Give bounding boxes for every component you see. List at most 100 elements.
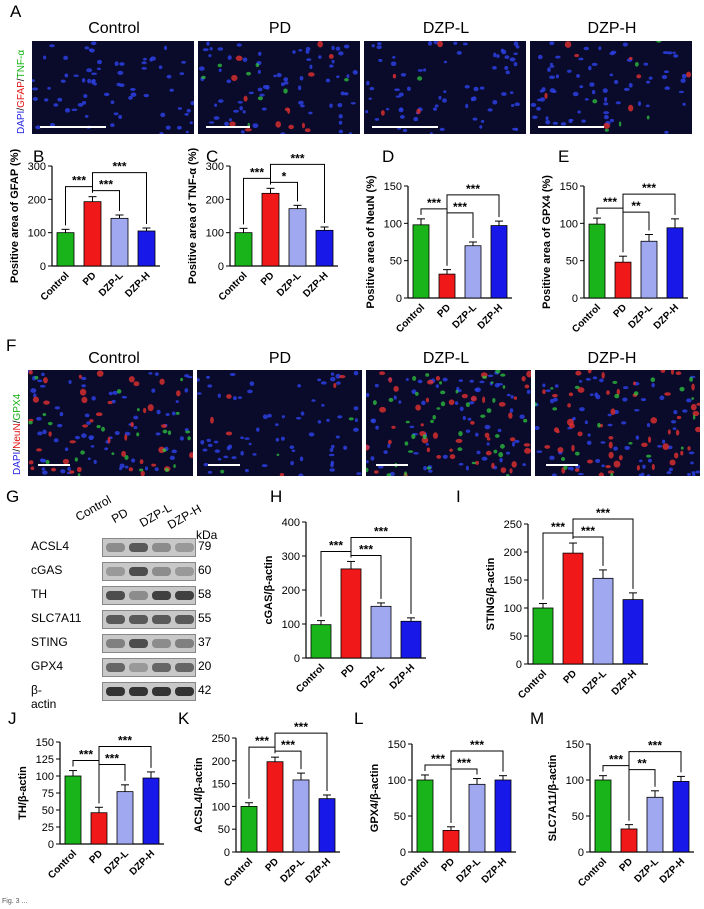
wb-band-strip [102, 562, 196, 581]
nucleus-dot [217, 47, 224, 51]
nucleus-dot [200, 440, 205, 445]
panel-label-f: F [6, 336, 17, 355]
nucleus-dot [454, 401, 459, 405]
red-signal [435, 376, 441, 381]
nucleus-dot [114, 61, 119, 67]
nucleus-dot [36, 416, 42, 421]
nucleus-dot [537, 54, 543, 60]
significance-label: *** [466, 182, 480, 196]
nucleus-dot [469, 379, 474, 383]
green-signal [610, 472, 614, 476]
red-signal [436, 454, 442, 459]
nucleus-dot [154, 467, 159, 472]
x-tick-label: DZP-L [279, 856, 308, 885]
scale-bar [40, 126, 106, 128]
nucleus-dot [130, 87, 136, 91]
y-axis-label: Positive area of NeuN (%) [365, 175, 377, 309]
nucleus-dot [207, 443, 213, 447]
bar-dzp-l [292, 779, 310, 853]
nucleus-dot [549, 455, 555, 460]
nucleus-dot [647, 458, 652, 463]
nucleus-dot [443, 90, 447, 94]
bar-control [310, 624, 332, 659]
green-signal [492, 397, 496, 403]
bar-pd [614, 261, 632, 299]
nucleus-dot [53, 438, 59, 443]
red-signal [636, 74, 642, 79]
red-signal [308, 72, 315, 77]
nucleus-dot [598, 46, 602, 51]
nucleus-dot [513, 62, 518, 67]
green-signal [574, 451, 580, 456]
nucleus-dot [366, 460, 369, 464]
y-tick-label: 300 [28, 161, 46, 173]
green-signal [614, 393, 620, 399]
nucleus-dot [577, 110, 581, 114]
green-signal [691, 397, 695, 400]
y-tick-label: 100 [560, 218, 578, 230]
red-signal [521, 376, 526, 382]
nucleus-dot [275, 437, 280, 442]
x-tick-label: PD [259, 270, 277, 288]
nucleus-dot [530, 102, 537, 107]
y-axis-label: GPX4/β-actin [369, 763, 381, 832]
nucleus-dot [609, 73, 614, 77]
red-signal [509, 437, 516, 442]
nucleus-dot [295, 416, 302, 420]
x-tick-label: PD [436, 302, 454, 320]
green-signal [550, 387, 554, 390]
bar-pd [620, 828, 638, 853]
wb-band [175, 663, 194, 672]
nucleus-dot [519, 414, 525, 419]
row-f-header-dzpl: DZP-L [422, 350, 470, 367]
nucleus-dot [119, 62, 125, 66]
nucleus-dot [664, 130, 669, 134]
nucleus-dot [298, 48, 303, 52]
nucleus-dot [536, 106, 541, 111]
red-signal [482, 396, 486, 404]
nucleus-dot [613, 79, 619, 85]
panel-label-a: A [10, 2, 22, 21]
red-signal [226, 394, 232, 399]
nucleus-dot [435, 384, 439, 388]
green-signal [498, 452, 504, 458]
row-f-header-dzph: DZP-H [587, 350, 637, 367]
bar-control [588, 223, 606, 299]
wb-band [152, 543, 171, 552]
green-signal [458, 430, 463, 437]
red-signal [485, 450, 492, 456]
nucleus-dot [600, 441, 606, 444]
x-tick-label: Control [516, 668, 549, 701]
nucleus-dot [462, 42, 468, 46]
nucleus-dot [329, 448, 334, 452]
micrograph-a-pd-svg [198, 41, 358, 134]
green-signal [656, 41, 662, 43]
nucleus-dot [189, 121, 193, 125]
nucleus-dot [468, 401, 475, 405]
green-signal [201, 75, 206, 80]
nucleus-dot [377, 465, 384, 469]
green-signal [136, 408, 140, 412]
nucleus-dot [252, 123, 259, 129]
red-signal [107, 436, 111, 444]
nucleus-dot [578, 379, 583, 383]
nucleus-dot [442, 454, 448, 459]
red-signal [544, 445, 551, 449]
nucleus-dot [428, 469, 433, 473]
red-signal [304, 128, 311, 133]
nucleus-dot [581, 119, 586, 123]
red-signal [577, 387, 585, 393]
green-signal [344, 78, 349, 82]
bar-control [416, 779, 434, 853]
micrograph-f-pd-svg [197, 370, 362, 476]
wb-band-strip [102, 658, 196, 677]
nucleus-dot [628, 82, 633, 88]
red-signal [82, 424, 88, 428]
red-signal [339, 374, 346, 379]
nucleus-dot [572, 91, 579, 97]
nucleus-dot [321, 404, 325, 407]
nucleus-dot [141, 66, 147, 70]
significance-label: *** [250, 165, 264, 179]
bar-dzp-h [318, 798, 336, 853]
nucleus-dot [577, 472, 584, 476]
